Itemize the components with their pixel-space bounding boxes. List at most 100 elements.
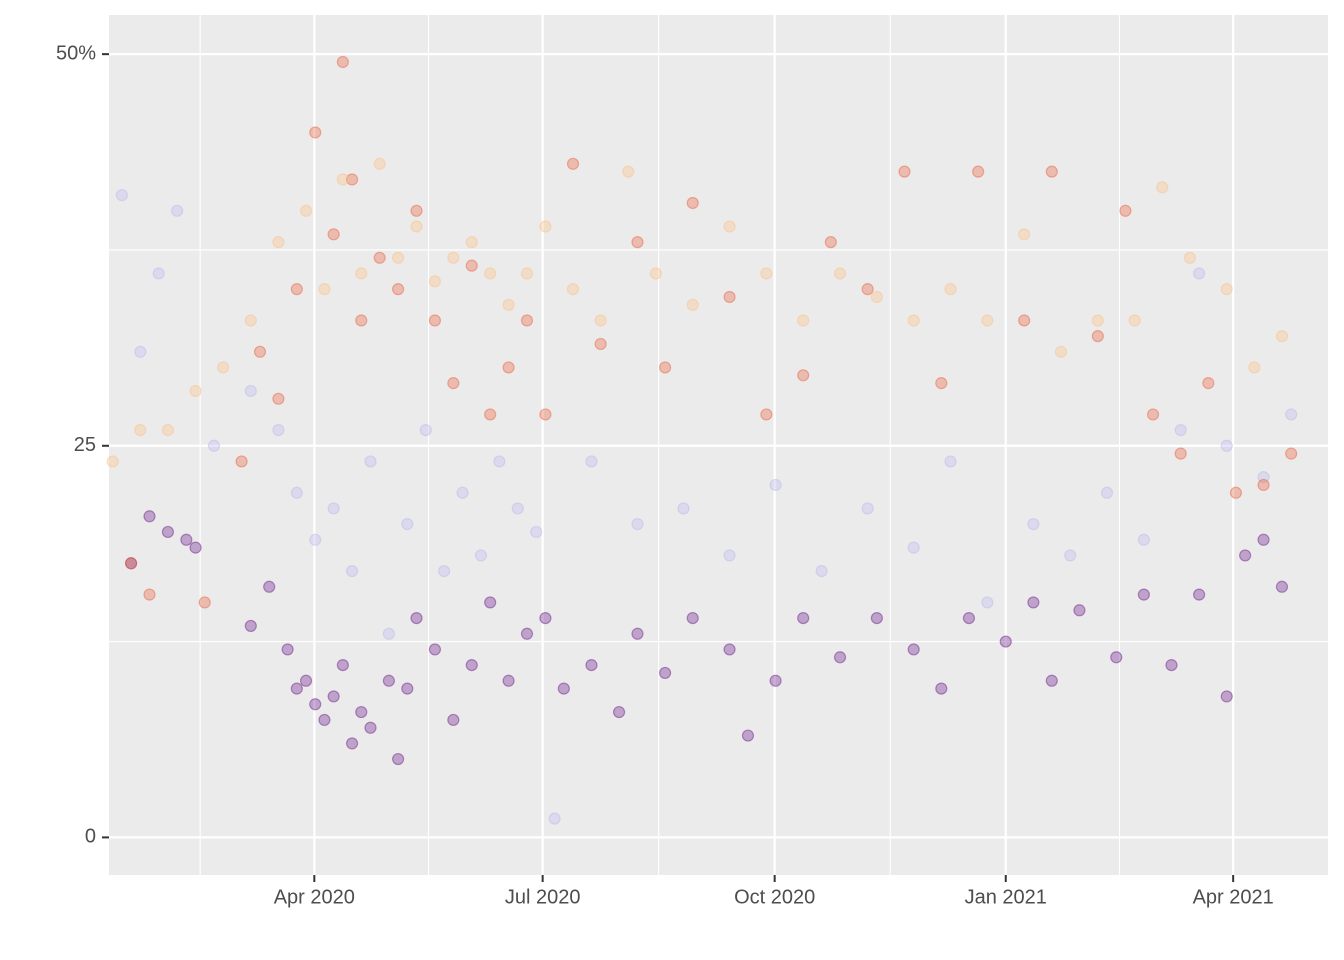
point (235, 455, 248, 468)
point (281, 643, 294, 656)
point (539, 408, 552, 421)
point (1054, 345, 1068, 358)
point (355, 267, 368, 280)
point (364, 455, 377, 468)
point (502, 298, 515, 311)
point (428, 275, 442, 288)
point (1045, 165, 1058, 178)
point (520, 627, 534, 640)
point (1202, 377, 1215, 390)
point (1193, 267, 1206, 280)
y-tick-label: 0 (85, 826, 96, 848)
point (161, 525, 175, 539)
point (345, 737, 359, 750)
point (1018, 314, 1031, 327)
point (649, 267, 662, 280)
point (861, 283, 874, 296)
point (290, 283, 303, 296)
point (723, 549, 736, 562)
point (797, 314, 810, 327)
point (935, 682, 948, 695)
point (198, 596, 211, 609)
point (484, 267, 497, 280)
point (1027, 596, 1040, 609)
point (907, 314, 920, 327)
point (447, 251, 460, 264)
point (189, 384, 202, 398)
point (1248, 361, 1261, 374)
point (272, 424, 285, 437)
point (631, 236, 644, 249)
point (760, 267, 773, 280)
point (677, 502, 690, 515)
point (327, 690, 340, 703)
point (622, 165, 635, 178)
point (1128, 314, 1141, 327)
point (1027, 518, 1040, 531)
point (907, 643, 920, 656)
point (1275, 580, 1289, 593)
point (124, 557, 138, 570)
point (401, 518, 414, 531)
point (290, 682, 303, 695)
point (124, 557, 138, 570)
point (585, 455, 598, 468)
point (686, 298, 699, 311)
point (1257, 533, 1270, 546)
point (382, 627, 395, 640)
point (244, 314, 257, 327)
point (631, 627, 644, 640)
point (511, 502, 524, 515)
point (548, 812, 561, 825)
point (594, 314, 607, 327)
point (345, 173, 359, 186)
point (1137, 588, 1150, 601)
point (180, 533, 193, 546)
point (373, 251, 386, 264)
point (1239, 549, 1252, 562)
point (631, 518, 644, 531)
point (355, 314, 368, 327)
point (309, 698, 322, 711)
point (797, 611, 810, 625)
point (1064, 549, 1077, 562)
point (566, 283, 580, 296)
point (1174, 447, 1187, 460)
point (1018, 228, 1031, 241)
point (686, 611, 699, 625)
point (723, 290, 736, 304)
point (769, 478, 782, 492)
point (253, 345, 267, 358)
point (907, 541, 920, 554)
point (493, 455, 506, 468)
point (410, 611, 423, 625)
point (797, 369, 810, 382)
point (134, 424, 147, 437)
point (391, 283, 405, 296)
point (1137, 533, 1150, 546)
point (345, 565, 359, 578)
point (272, 236, 285, 249)
point (898, 165, 911, 178)
point (1220, 439, 1233, 452)
point (981, 596, 994, 609)
point (1091, 330, 1104, 343)
point (520, 314, 534, 327)
point (171, 204, 184, 217)
point (438, 565, 451, 578)
point (336, 658, 349, 672)
point (944, 455, 957, 468)
point (309, 533, 322, 546)
point (1045, 674, 1058, 687)
x-tick-label: Jul 2020 (505, 886, 581, 908)
point (327, 502, 340, 515)
point (1257, 471, 1270, 484)
point (981, 314, 994, 327)
point (861, 502, 874, 515)
point (723, 643, 736, 656)
point (465, 259, 478, 272)
point (1229, 486, 1243, 499)
point (1174, 424, 1187, 437)
